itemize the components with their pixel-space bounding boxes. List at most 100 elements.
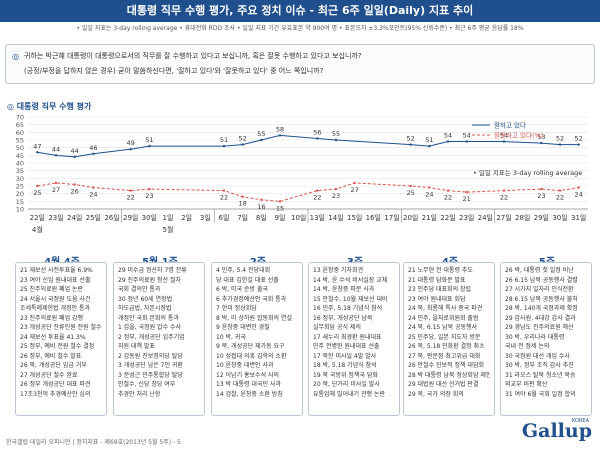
issue-item: 7 한미 정상회담 (216, 305, 257, 312)
data-label: 47 (33, 142, 41, 150)
issue-item: 10 성접대 의혹 김학의 소환 (216, 352, 287, 360)
issue-item: 2 정부, 개성공단 입주기업 (118, 333, 185, 341)
data-point (334, 187, 338, 191)
x-tick-label: 2일 (181, 213, 192, 222)
data-label: 23 (145, 192, 153, 200)
data-point (148, 144, 151, 148)
issue-item: 23 여야 원내대표 회담 (408, 295, 466, 303)
data-label: 52 (239, 135, 247, 143)
issue-column: 29 미수금 정산차 7명 잔류 29 진주의료원 청산 절차 국회 결의안 통과 3… (113, 262, 205, 416)
issue-item: 17조3천억 추경예산안 심의 (20, 390, 91, 398)
issue-item: 지원 대책 발표 (118, 343, 155, 350)
issue-item: 29 대법원 대선 선거법 판결 (408, 381, 479, 388)
issue-item: 26 안철수 진보적 정책 대담회 (408, 362, 484, 369)
issue-item: 1 갑을, 국정원 압수 수사 (118, 324, 182, 331)
survey-question-box: ◎ 귀하는 박근혜 대통령이 대통령으로서의 직무를 잘 수행하고 있다고 보십… (5, 44, 595, 84)
data-label: 23 (537, 192, 545, 200)
data-label: 22 (313, 194, 321, 202)
x-tick-label: 21일 (422, 213, 437, 222)
data-label: 24 (575, 191, 583, 199)
x-tick-label: 30일 (142, 213, 157, 222)
data-label: 22 (220, 194, 228, 202)
issue-item: 30 박, 우리나라 대통령 (505, 333, 565, 341)
data-label: 51 (145, 136, 153, 144)
data-label: 44 (71, 147, 79, 155)
issue-item: 17 북한 미사일 4발 발사 (313, 352, 377, 360)
issue-item: 27 북, 판문점 최고위급 대화 (408, 352, 481, 360)
issue-item: 14 검찰, 윤창중 소환 방침 (216, 390, 283, 398)
data-label: 54 (444, 132, 452, 140)
issue-item: 21 재보선 사전투표율 6.9% (20, 267, 93, 274)
month-label: 5월 (163, 225, 174, 234)
data-label: 46 (89, 144, 97, 152)
data-point (54, 181, 58, 185)
legend-label: 잘하고 있다 (494, 121, 526, 130)
issue-item: 24 재보선 투표율 41.3% (20, 333, 86, 341)
issue-item: 21 대통령 담화문 발표 (408, 276, 466, 284)
y-tick-label: 40 (16, 160, 24, 168)
data-label: 58 (276, 125, 284, 133)
data-point (409, 184, 412, 188)
issue-item: 유통업체 밀어내기 관행 논란 (313, 390, 385, 398)
survey-method-note: • 일일 지표는 3-day rolling average • 휴대전화 RD… (76, 25, 524, 32)
x-tick-label: 31일 (571, 213, 586, 222)
issue-item: 23 민주당 대표회의 창립 (408, 286, 472, 293)
series-line (37, 182, 579, 202)
issue-item: 26 정부 개성공단 대표 파견 (20, 381, 91, 388)
x-tick-label: 29일 (123, 213, 138, 222)
issue-list: 21 재보선 사전투표율 6.9% 23 여야 신임 원내대표 선출 25 진주의료… (16, 263, 106, 402)
y-tick-label: 60 (16, 129, 24, 137)
question-line-2: (긍정/부정을 답하지 않은 경우) 굳이 말씀하신다면, '잘하고 있다'와 … (24, 67, 324, 75)
issue-list: 26 박, 대통령 첫 일정 비난 26 6.15 남북 공동행사 결렬 27 시가… (501, 263, 591, 402)
data-point (260, 198, 263, 201)
data-label: 22 (500, 194, 508, 202)
data-point (278, 134, 282, 137)
question-line-1: 귀하는 박근혜 대통령이 대통령으로서의 직무를 잘 수행하고 있다고 보십니까… (24, 52, 362, 60)
data-label: 52 (556, 135, 564, 143)
data-point (502, 189, 506, 192)
issue-item: 25 진주의료원 폐업 논란 (20, 286, 84, 293)
issue-list: 21 노무현 전 대통령 추도 21 대통령 담화문 발표 23 민주당 대표회의 … (404, 263, 494, 402)
issue-item: 18 박, 5.18 기념식 참석 (313, 362, 377, 369)
x-tick-label: 13일 (310, 213, 325, 222)
data-label: 56 (313, 128, 321, 136)
y-tick-label: 65 (16, 121, 24, 129)
issue-item: 28 박, 140개 국정과제 확정 (505, 305, 578, 312)
issue-item: 29 진주의료원 청산 절차 (118, 276, 182, 284)
data-label: 21 (463, 195, 471, 203)
issue-column: 4 민주, 5.4 전당대회 당 대표 김한길 대표 선출 6 박, 미국 순방 출… (211, 262, 303, 416)
issue-column: 21 재보선 사전투표율 6.9% 23 여야 신임 원내대표 선출 25 진주의료… (15, 262, 107, 416)
data-label: 18 (239, 200, 247, 208)
month-label: 4월 (32, 225, 43, 234)
data-point (129, 189, 132, 192)
issue-item: 12 이남기 홍보수석 사의 (216, 371, 280, 379)
issue-item: 25 민주당, 일본 지도자 방문 (408, 333, 481, 341)
issue-item: 30 국정원 대선 개입 수사 (505, 352, 570, 360)
issue-list: 29 미수금 정산차 7명 잔류 29 진주의료원 청산 절차 국회 결의안 통과 3… (114, 263, 204, 402)
data-label: 51 (425, 136, 433, 144)
data-point (558, 143, 562, 146)
x-tick-label: 8일 (256, 213, 267, 222)
issue-item: 당 대표 김한길 대표 선출 (216, 276, 279, 284)
x-tick-label: 23일 (48, 213, 63, 222)
data-label: 16 (257, 203, 265, 211)
issue-item: 15 안철수, 10월 재보선 대비 (313, 295, 388, 303)
x-tick-label: 30일 (552, 213, 567, 222)
issue-item: 6 추가경정예산안 국회 통과 (216, 295, 287, 303)
x-tick-label: 24일 (67, 213, 82, 222)
issue-item: 26 북, 개성공단 입금 거부 (20, 362, 87, 369)
x-tick-label: 24일 (478, 213, 493, 222)
issue-item: 29 북, 국가 의장 회의 (408, 390, 464, 398)
y-tick-label: 35 (16, 167, 24, 175)
y-tick-label: 15 (16, 198, 24, 206)
issue-item: 개정안 국회 본회의 통과 (118, 314, 179, 322)
y-tick-label: 10 (16, 206, 24, 214)
data-point (36, 151, 39, 154)
data-label: 53 (537, 133, 545, 141)
issue-item: 16 민주, 5.18 기념식 참석 (313, 305, 383, 312)
issue-item: 26 박, 대통령 첫 일정 비난 (505, 267, 574, 274)
data-point (36, 184, 39, 188)
data-point (278, 200, 282, 203)
data-label: 25 (33, 189, 41, 197)
data-label: 23 (332, 192, 340, 200)
